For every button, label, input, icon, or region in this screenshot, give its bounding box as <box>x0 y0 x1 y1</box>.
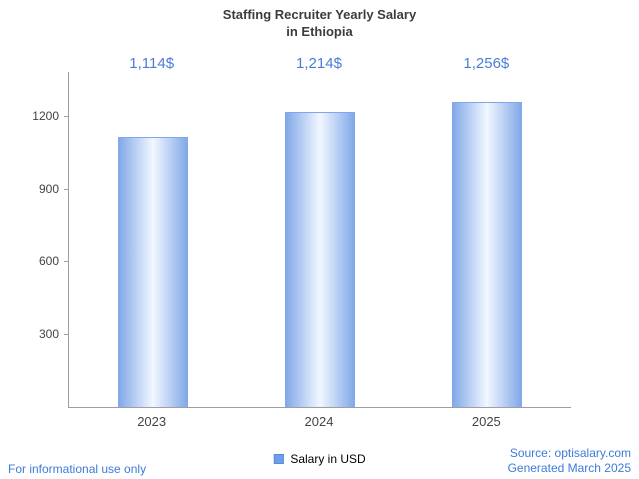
bar-2025[interactable] <box>452 102 523 407</box>
legend: Salary in USD <box>273 452 366 466</box>
y-tick-mark <box>64 188 69 190</box>
x-tick-label-2023: 2023 <box>137 414 167 429</box>
plot-area: 300 600 900 1200 <box>32 72 571 408</box>
value-labels-row: 1,114$ 1,214$ 1,256$ <box>68 55 570 72</box>
x-axis-labels: 2023 2024 2025 <box>68 414 570 429</box>
value-label-2025: 1,256$ <box>463 55 510 72</box>
disclaimer-text: For informational use only <box>8 462 147 476</box>
y-tick-mark <box>64 334 69 336</box>
x-tick-label-2024: 2024 <box>304 414 334 429</box>
legend-marker-icon <box>273 454 284 464</box>
y-tick-label: 1200 <box>32 108 59 123</box>
bar-slot <box>404 72 571 407</box>
footer-source-block: Source: optisalary.com Generated March 2… <box>508 446 631 476</box>
bars-container <box>69 72 571 407</box>
bar-2023[interactable] <box>117 136 188 407</box>
legend-label: Salary in USD <box>290 452 366 466</box>
bar-2024[interactable] <box>284 112 355 407</box>
bar-slot <box>69 72 236 407</box>
bar-slot <box>236 72 403 407</box>
chart-title: Staffing Recruiter Yearly Salary in Ethi… <box>0 6 639 40</box>
y-tick-label: 900 <box>38 181 59 196</box>
source-link[interactable]: Source: optisalary.com <box>509 446 631 460</box>
y-tick-mark <box>64 261 69 263</box>
chart-title-line2: in Ethiopia <box>286 24 353 39</box>
y-tick-mark <box>64 115 69 117</box>
y-tick-label: 600 <box>38 254 59 269</box>
x-tick-label-2025: 2025 <box>471 414 501 429</box>
y-tick-label: 300 <box>38 327 59 342</box>
value-label-2024: 1,214$ <box>296 55 342 72</box>
generated-date: Generated March 2025 <box>507 461 631 475</box>
value-label-2023: 1,114$ <box>129 55 175 72</box>
chart-title-line1: Staffing Recruiter Yearly Salary <box>222 7 417 22</box>
